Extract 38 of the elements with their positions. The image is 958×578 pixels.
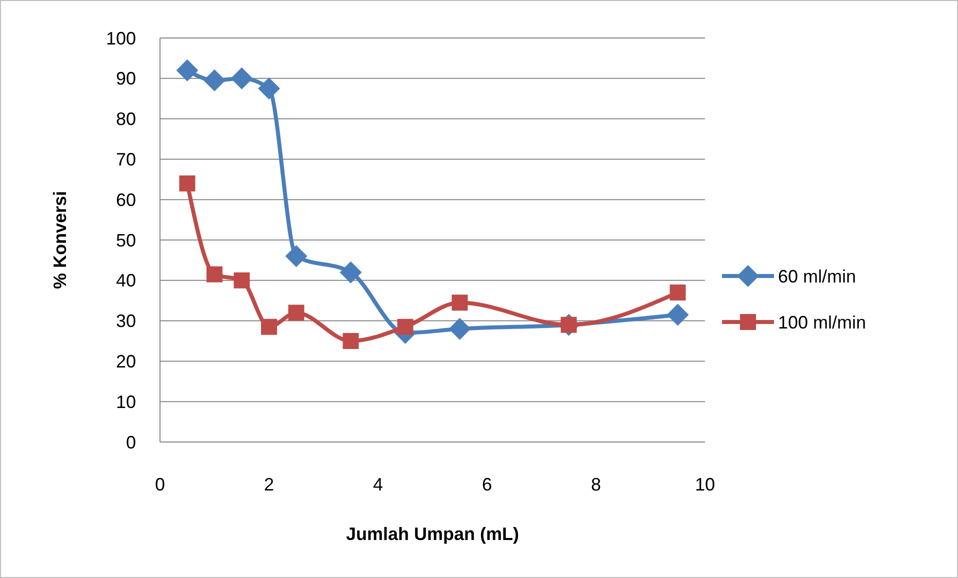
point [230, 67, 253, 90]
point [179, 175, 196, 192]
point [234, 272, 250, 288]
point [670, 284, 686, 301]
y-tick-label: 20 [116, 352, 136, 372]
point [204, 69, 226, 92]
x-axis-title: Jumlah Umpan (mL) [346, 524, 520, 544]
point [176, 59, 198, 82]
y-axis-title: % Konversi [50, 190, 70, 290]
legend-label: 60 ml/min [778, 266, 856, 286]
y-tick-label: 10 [116, 392, 136, 412]
y-tick-label: 30 [116, 311, 136, 332]
point [285, 245, 308, 268]
x-tick-label: 4 [372, 474, 384, 494]
point [288, 304, 304, 321]
point [261, 318, 277, 335]
y-tick-label: 40 [116, 270, 136, 291]
y-tick-label: 90 [116, 68, 136, 89]
point [448, 318, 471, 340]
y-tick-label: 60 [116, 190, 136, 210]
x-tick-label: 0 [154, 474, 166, 494]
x-tick-label: 2 [264, 474, 274, 494]
y-tick-label: 70 [116, 150, 136, 170]
y-tick-label: 80 [116, 109, 136, 130]
point [206, 266, 222, 282]
x-tick-label: 6 [482, 474, 492, 494]
point [258, 78, 280, 100]
point [452, 294, 468, 311]
x-tick-label: 8 [590, 474, 602, 494]
point [340, 261, 362, 284]
y-tick-label: 50 [116, 230, 136, 250]
point [342, 333, 359, 349]
y-tick-label: 100 [106, 28, 136, 48]
legend-label: 100 ml/min [778, 312, 866, 332]
x-tick-label: 10 [694, 474, 716, 494]
y-tick-label: 0 [126, 432, 136, 452]
point [666, 304, 689, 326]
point [397, 318, 414, 335]
